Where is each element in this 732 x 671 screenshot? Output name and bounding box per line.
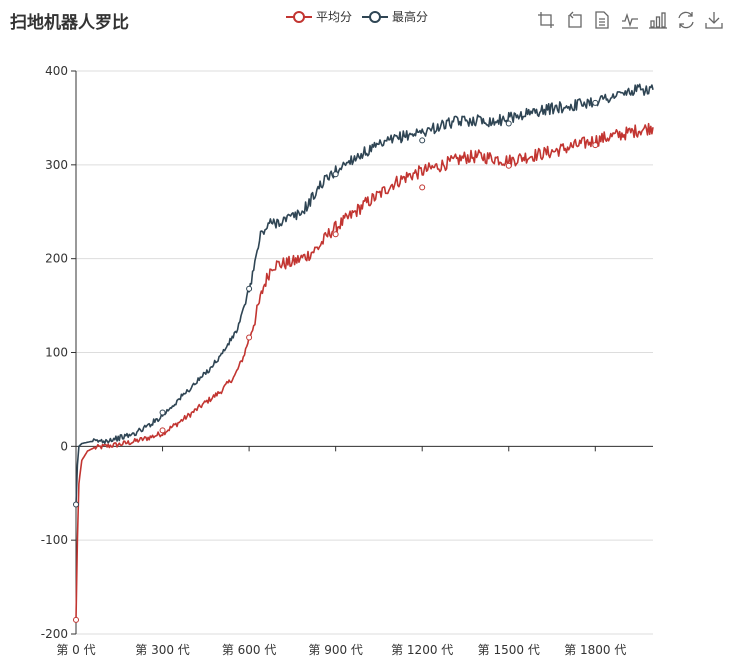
- data-point[interactable]: [420, 185, 425, 190]
- data-point[interactable]: [506, 163, 511, 168]
- data-point[interactable]: [420, 138, 425, 143]
- data-point[interactable]: [160, 428, 165, 433]
- data-point[interactable]: [506, 121, 511, 126]
- y-tick-label: 400: [45, 64, 68, 78]
- x-tick-label: 第 900 代: [308, 643, 363, 657]
- y-tick-label: 300: [45, 158, 68, 172]
- markers: [74, 100, 598, 622]
- y-tick-label: 0: [60, 439, 68, 453]
- y-tick-label: -200: [41, 627, 68, 641]
- data-point[interactable]: [333, 232, 338, 237]
- series-line-average[interactable]: [76, 124, 653, 620]
- x-tick-label: 第 1200 代: [391, 643, 453, 657]
- x-tick-label: 第 1800 代: [564, 643, 626, 657]
- data-point[interactable]: [74, 617, 79, 622]
- series-line-max[interactable]: [76, 84, 653, 504]
- x-tick-label: 第 1500 代: [478, 643, 540, 657]
- data-point[interactable]: [247, 335, 252, 340]
- data-point[interactable]: [74, 502, 79, 507]
- data-point[interactable]: [333, 172, 338, 177]
- x-tick-label: 第 0 代: [56, 643, 95, 657]
- grid: [76, 71, 653, 634]
- x-tick-label: 第 300 代: [135, 643, 190, 657]
- y-tick-label: -100: [41, 533, 68, 547]
- data-point[interactable]: [160, 410, 165, 415]
- x-tick-label: 第 600 代: [222, 643, 277, 657]
- data-point[interactable]: [593, 143, 598, 148]
- y-tick-label: 100: [45, 346, 68, 360]
- data-point[interactable]: [593, 100, 598, 105]
- y-tick-label: 200: [45, 252, 68, 266]
- data-point[interactable]: [247, 286, 252, 291]
